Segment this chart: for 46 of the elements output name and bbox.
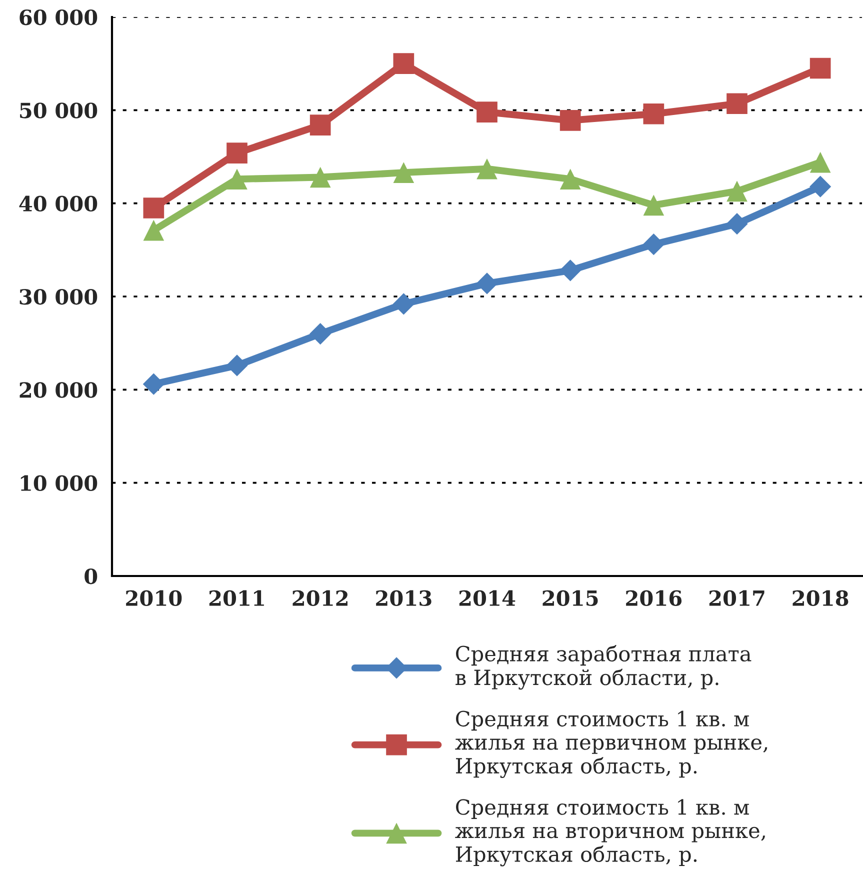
x-tick-label: 2012 xyxy=(292,590,348,606)
y-tick-label: 30 000 xyxy=(20,288,98,305)
point xyxy=(810,58,831,79)
x-tick-label: 2016 xyxy=(626,590,682,606)
point xyxy=(476,158,498,180)
point xyxy=(142,373,164,395)
x-tick-label: 2011 xyxy=(209,590,264,606)
point xyxy=(560,260,582,282)
point xyxy=(560,168,581,190)
x-tick-label: 2015 xyxy=(542,590,598,606)
point xyxy=(810,176,832,198)
x-tick-label: 2013 xyxy=(376,590,432,606)
x-tick-label: 2018 xyxy=(792,590,848,606)
y-tick-label: 40 000 xyxy=(19,196,98,212)
y-tick-label: 60 000 xyxy=(20,9,98,26)
point xyxy=(226,354,248,376)
point xyxy=(560,110,581,131)
legend-label: Средняя стоимость 1 кв. м жилья на вторичном рынке, Иркутская область, р. xyxy=(455,799,765,866)
point xyxy=(810,152,831,173)
point xyxy=(393,53,414,74)
point xyxy=(726,213,748,235)
point xyxy=(643,194,664,216)
point xyxy=(226,142,248,164)
point xyxy=(642,234,664,256)
legend-label: Средняя заработная плата в Иркутской области, р. xyxy=(456,645,752,690)
point xyxy=(310,322,332,345)
point xyxy=(143,220,164,241)
point xyxy=(643,103,664,124)
y-tick-label: 10 000 xyxy=(20,475,98,492)
y-tick-label: 50 000 xyxy=(20,102,98,118)
point xyxy=(476,102,498,122)
point xyxy=(476,272,498,294)
point xyxy=(726,180,748,202)
x-tick-label: 2017 xyxy=(709,590,764,606)
legend-label: Средняя стоимость 1 кв. м жилья на первичном рынке, Иркутская область, р. xyxy=(455,710,768,778)
point xyxy=(226,168,248,190)
point xyxy=(143,198,164,218)
point xyxy=(310,114,331,136)
point xyxy=(726,93,748,114)
y-tick-label: 20 000 xyxy=(20,382,98,398)
x-tick-label: 2014 xyxy=(459,590,516,606)
point xyxy=(392,293,414,315)
x-tick-label: 2010 xyxy=(126,590,182,606)
point xyxy=(393,162,414,184)
y-tick-label: 0 xyxy=(84,568,98,584)
point xyxy=(310,166,331,188)
